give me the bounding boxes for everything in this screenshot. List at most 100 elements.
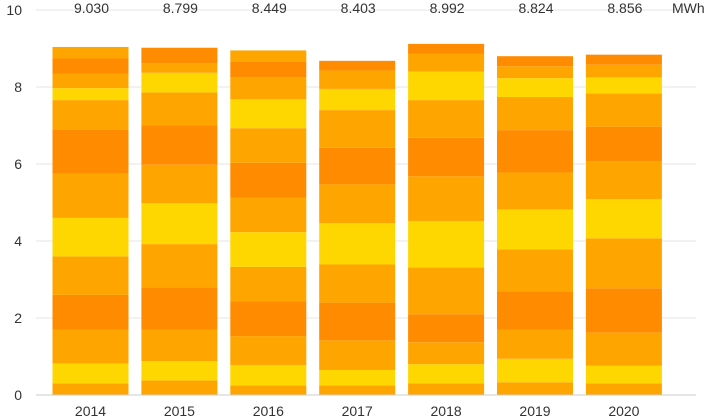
x-tick-label: 2019: [519, 403, 550, 419]
bar-segment: [408, 342, 485, 365]
bar-segment: [319, 264, 396, 303]
bar-segment: [52, 173, 129, 218]
bar-total-label: 8.992: [430, 0, 465, 16]
bar-segment: [585, 126, 662, 162]
bar-segment: [141, 203, 218, 245]
bar-segment: [141, 329, 218, 362]
bar-segment: [141, 63, 218, 73]
bar-segment: [408, 137, 485, 177]
bar-segment: [408, 267, 485, 315]
bar-segment: [585, 332, 662, 366]
bar-segment: [497, 97, 573, 131]
bar-segment: [408, 71, 485, 101]
y-tick-label: 10: [6, 2, 22, 18]
bar-segment: [408, 100, 485, 138]
bar-total-label: 9.030: [74, 0, 109, 16]
bar-segment: [141, 72, 218, 93]
bar-segment: [585, 54, 662, 65]
bar-segment: [141, 361, 218, 381]
bars: [52, 43, 662, 395]
bar-total-label: 8.799: [163, 0, 198, 16]
bar-segment: [230, 77, 307, 100]
x-axis-tick-labels: 2014 2015 2016 2017 2018 2019 2020: [75, 403, 640, 419]
bar-segment: [141, 164, 218, 204]
bar-segment: [319, 223, 396, 265]
bar-segment: [319, 340, 396, 370]
bar-segment: [52, 217, 129, 257]
bar-segment: [141, 92, 218, 126]
bar-segment: [230, 364, 307, 386]
bar-segment: [497, 66, 573, 79]
bar-segment: [319, 302, 396, 341]
bar-segment: [585, 161, 662, 200]
y-axis-tick-labels: 0 2 4 6 8 10: [6, 2, 22, 403]
bar-segment: [319, 385, 396, 395]
bar-stack: [141, 47, 218, 395]
bar-segment: [585, 288, 662, 333]
x-tick-label: 2015: [164, 403, 195, 419]
x-tick-label: 2018: [431, 403, 462, 419]
bar-segment: [497, 172, 573, 210]
bar-segment: [585, 64, 662, 78]
bar-segment: [230, 162, 307, 198]
bar-segment: [408, 364, 485, 384]
bar-segment: [585, 93, 662, 127]
bar-segment: [497, 358, 573, 383]
bar-segment: [585, 365, 662, 384]
bar-segment: [319, 369, 396, 386]
bar-segment: [52, 363, 129, 384]
bar-segment: [585, 199, 662, 239]
bar-segment: [319, 184, 396, 224]
bar-segment: [585, 77, 662, 94]
bar-segment: [52, 129, 129, 174]
bar-segment: [230, 128, 307, 163]
bar-segment: [52, 294, 129, 330]
bar-segment: [497, 209, 573, 250]
bar-segment: [52, 58, 129, 74]
bar-segment: [408, 314, 485, 343]
bar-segment: [319, 60, 396, 71]
bar-segment: [408, 176, 485, 221]
bar-segment: [497, 329, 573, 359]
bar-segment: [319, 110, 396, 148]
bar-segment: [319, 147, 396, 185]
x-tick-label: 2014: [75, 403, 106, 419]
y-tick-label: 4: [14, 233, 22, 249]
bar-total-label: 8.856: [607, 0, 642, 16]
bar-segment: [497, 249, 573, 292]
bar-segment: [408, 43, 485, 54]
bar-segment: [230, 301, 307, 337]
bar-segment: [52, 329, 129, 364]
bar-segment: [585, 238, 662, 289]
y-tick-label: 2: [14, 310, 22, 326]
bar-stack: [408, 43, 485, 395]
bar-total-label: 8.824: [518, 0, 553, 16]
bar-segment: [230, 50, 307, 62]
y-tick-label: 6: [14, 156, 22, 172]
bar-segment: [141, 47, 218, 64]
unit-label: MWh: [672, 0, 705, 16]
bar-stack: [585, 54, 662, 395]
bar-segment: [497, 291, 573, 330]
bar-segment: [319, 88, 396, 111]
bar-stack: [52, 46, 129, 395]
bar-segment: [230, 266, 307, 302]
bar-total-label: 8.449: [252, 0, 287, 16]
bar-segment: [141, 125, 218, 165]
bar-segment: [52, 73, 129, 89]
bar-segment: [408, 383, 485, 395]
bar-segment: [319, 70, 396, 89]
bar-segment: [230, 99, 307, 129]
bar-segment: [497, 382, 573, 395]
bar-segment: [230, 232, 307, 267]
bar-stack: [319, 60, 396, 395]
x-tick-label: 2017: [342, 403, 373, 419]
bar-segment: [408, 220, 485, 268]
bar-segment: [585, 383, 662, 395]
bar-total-label: 8.403: [341, 0, 376, 16]
bar-segment: [52, 383, 129, 395]
y-tick-label: 0: [14, 387, 22, 403]
bar-segment: [141, 244, 218, 288]
bar-segment: [52, 256, 129, 295]
